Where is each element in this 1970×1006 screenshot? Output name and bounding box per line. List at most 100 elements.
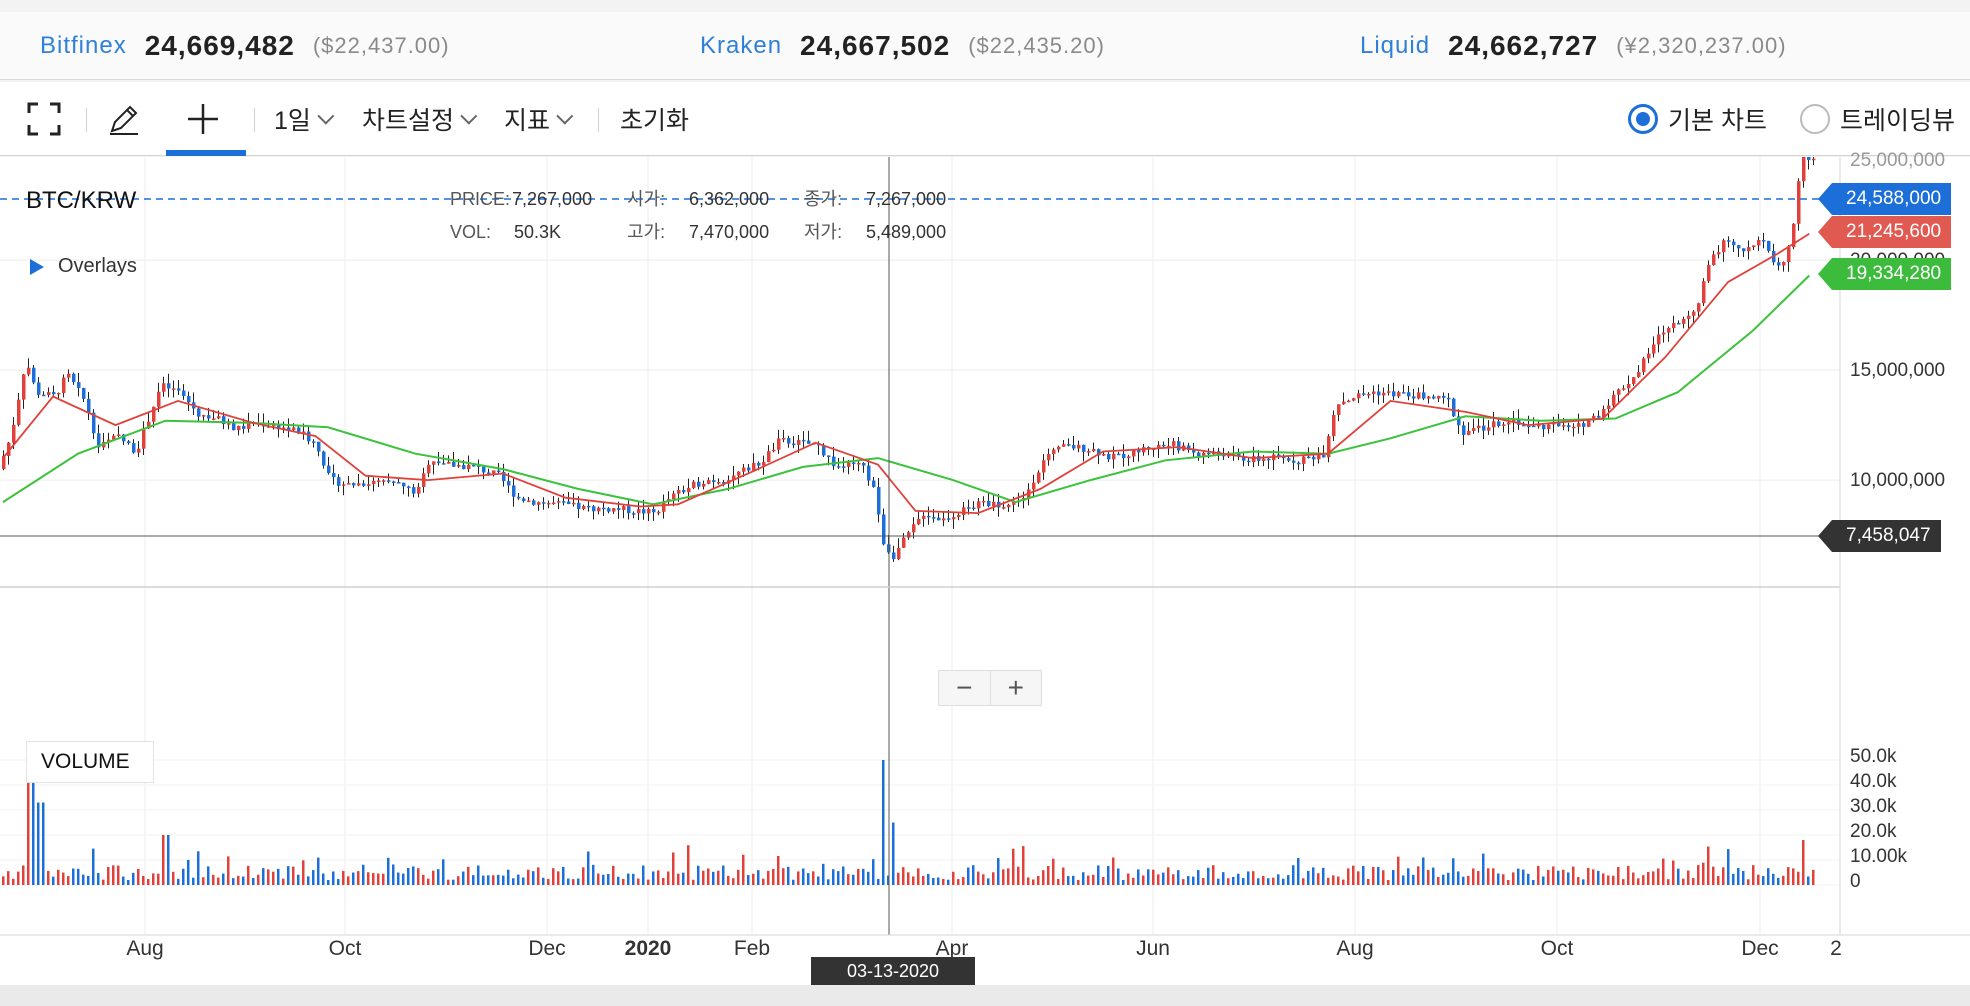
chevron-down-icon <box>460 107 478 125</box>
candle-body <box>1707 264 1711 282</box>
candle-body <box>47 392 51 395</box>
volume-bar <box>1302 878 1305 885</box>
ticker-kraken[interactable]: Kraken 24,667,502 ($22,435.20) <box>700 12 1105 80</box>
volume-bar <box>747 875 750 885</box>
volume-bar <box>1422 857 1425 885</box>
volume-bar <box>227 856 230 885</box>
candle-body <box>767 451 771 462</box>
zoom-in-button[interactable]: + <box>1007 672 1024 703</box>
volume-bar <box>977 871 980 885</box>
candle-body <box>1277 454 1281 457</box>
candle-body <box>592 506 596 512</box>
candle-body <box>322 451 326 466</box>
volume-bar <box>1737 868 1740 885</box>
volume-bar <box>242 876 245 885</box>
candle-body <box>1537 424 1541 427</box>
volume-axis-label: 40.0k <box>1850 771 1897 792</box>
close-key: 종가: <box>804 189 843 209</box>
volume-bar <box>577 878 580 885</box>
volume-bar <box>742 854 745 885</box>
overlays-toggle[interactable]: Overlays <box>30 255 137 278</box>
candle-body <box>632 513 636 515</box>
volume-bar <box>187 859 190 885</box>
fullscreen-button[interactable] <box>26 82 62 156</box>
volume-bar <box>1217 878 1220 885</box>
volume-bar <box>302 860 305 885</box>
volume-bar <box>27 760 30 885</box>
volume-bar <box>1732 873 1735 885</box>
volume-bar <box>262 868 265 885</box>
open-key: 시가: <box>627 189 666 209</box>
volume-bar <box>552 868 555 885</box>
volume-bar <box>52 876 55 885</box>
volume-bar <box>1652 871 1655 885</box>
volume-bar <box>1632 872 1635 885</box>
volume-bar <box>907 872 910 885</box>
view-tradingview-radio[interactable]: 트레이딩뷰 <box>1800 82 1955 156</box>
candle-body <box>1607 405 1611 410</box>
interval-dropdown[interactable]: 1일 <box>274 82 335 156</box>
expand-triangle-icon <box>30 258 44 275</box>
volume-bar <box>1607 875 1610 885</box>
candle-body <box>37 382 41 395</box>
volume-bar <box>902 867 905 885</box>
volume-bar <box>1657 868 1660 885</box>
reset-button[interactable]: 초기화 <box>620 82 689 156</box>
volume-bar <box>362 864 365 885</box>
volume-bar <box>1547 869 1550 885</box>
crosshair-button[interactable] <box>186 82 220 156</box>
volume-bar <box>437 869 440 885</box>
toolbar-divider <box>86 108 87 132</box>
candle-body <box>1427 396 1431 399</box>
volume-bar <box>1317 873 1320 885</box>
candle-body <box>1192 450 1196 453</box>
exchange-name: Kraken <box>700 32 783 59</box>
volume-axis-label: 10.00k <box>1850 846 1908 867</box>
volume-bar <box>547 879 550 885</box>
chart-settings-dropdown[interactable]: 차트설정 <box>362 82 478 156</box>
candle-body <box>1207 452 1211 455</box>
time-axis-label: Oct <box>1540 937 1574 960</box>
candle-body <box>1507 422 1511 425</box>
volume-bar <box>1002 869 1005 885</box>
volume-bar <box>692 879 695 885</box>
volume-bar <box>982 874 985 885</box>
candle-body <box>797 439 801 445</box>
candle-body <box>347 483 351 485</box>
candle-body <box>482 466 486 473</box>
volume-bar <box>417 868 420 885</box>
volume-bar <box>677 873 680 885</box>
volume-bar <box>127 879 130 885</box>
candle-body <box>1522 424 1526 427</box>
ticker-liquid[interactable]: Liquid 24,662,727 (¥2,320,237.00) <box>1360 12 1787 80</box>
page-footer-strip <box>0 985 1970 1006</box>
volume-bar <box>1702 862 1705 885</box>
zoom-out-button[interactable]: − <box>939 671 991 705</box>
volume-bar <box>1637 878 1640 885</box>
candle-body <box>1802 157 1806 182</box>
candle-body <box>277 424 281 430</box>
ticker-bitfinex[interactable]: Bitfinex 24,669,482 ($22,437.00) <box>40 12 450 80</box>
draw-button[interactable] <box>106 82 142 156</box>
price-chart-canvas[interactable] <box>0 157 1970 985</box>
indicators-dropdown[interactable]: 지표 <box>504 82 574 156</box>
volume-bar <box>752 873 755 885</box>
volume-bar <box>1552 866 1555 885</box>
candle-body <box>787 438 791 444</box>
candle-body <box>1237 453 1241 457</box>
candle-body <box>232 423 236 431</box>
volume-bar <box>1037 875 1040 885</box>
view-basic-radio[interactable]: 기본 차트 <box>1628 82 1767 156</box>
candle-body <box>202 415 206 417</box>
volume-bar <box>1807 876 1810 885</box>
candle-body <box>1137 449 1141 453</box>
volume-bar <box>1282 878 1285 885</box>
candle-body <box>1332 414 1336 437</box>
volume-bar <box>502 875 505 885</box>
candle-body <box>677 490 681 494</box>
candle-body <box>372 480 376 485</box>
volume-bar <box>607 874 610 885</box>
price-chart[interactable]: BTC/KRW Overlays PRICE: 7,267,000 시가: 6,362… <box>0 150 1970 985</box>
candle-body <box>492 470 496 474</box>
volume-bar <box>1287 875 1290 885</box>
